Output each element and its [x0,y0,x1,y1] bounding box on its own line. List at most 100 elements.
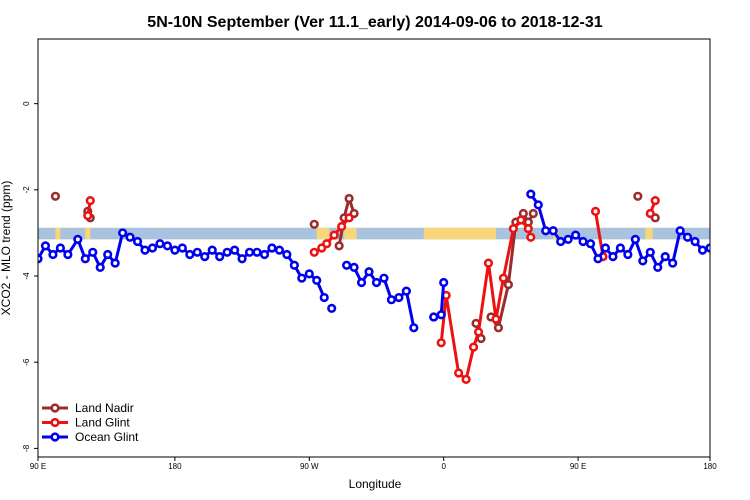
ocean-glint-point [319,292,329,303]
ocean-glint-point [177,243,187,253]
ocean-glint-point [608,252,618,262]
ocean-glint-point [327,303,337,313]
ocean-glint-point [162,241,173,251]
land-glint-point [523,224,533,234]
ocean-glint-point [394,292,404,303]
ocean-glint-point [80,254,90,264]
ocean-glint-point [533,200,543,210]
series-ocean-glint [38,189,721,333]
ocean-glint-point [690,236,700,247]
land-glint-point [473,327,484,337]
ocean-glint-point [222,247,232,257]
ocean-glint-point [356,277,367,288]
ocean-glint-point [237,254,247,264]
x-tick-label: 90 E [570,462,586,471]
y-tick-label: -8 [22,444,31,452]
land-glint-point [508,224,518,234]
band-land [55,227,61,240]
ocean-glint-point [252,247,262,257]
ocean-glint-point [660,252,670,262]
band-ocean [38,227,710,240]
ocean-glint-point [63,249,73,260]
ocean-glint-point [638,256,648,266]
legend-marker-land-nadir [50,403,60,413]
land-glint-point [329,230,339,240]
land-glint-point [526,232,536,242]
land-nadir-point [309,219,319,229]
land-glint-point [337,221,347,232]
land-glint-point [309,247,319,257]
ocean-glint-point [714,240,721,247]
band-land [423,227,496,240]
band-land [316,227,330,240]
y-axis-label: XCO2 - MLO trend (ppm) [0,181,13,316]
ocean-glint-line [439,281,446,317]
land-glint-point [498,273,509,283]
series-land-glint [83,195,660,385]
ocean-glint-point [95,262,105,272]
ocean-glint-point [615,243,626,253]
ocean-glint-point [274,245,285,255]
ocean-glint-point [103,249,113,260]
land-glint-point [516,215,526,225]
land-nadir-point [493,323,504,333]
ocean-glint-point [73,234,83,244]
ocean-glint-point [48,249,58,260]
land-glint-point [650,195,660,206]
ocean-glint-point [55,243,66,253]
ocean-glint-point [342,260,352,270]
ocean-glint-point [578,236,588,247]
ocean-glint-point [429,312,439,322]
ocean-glint-point [132,236,143,247]
land-glint-point [483,258,494,268]
ocean-glint-point [668,258,678,268]
x-tick-label: 90 E [30,462,46,471]
ocean-glint-point [155,239,165,249]
ocean-glint-point [289,260,299,270]
ocean-glint-point [623,249,633,260]
land-glint-point [436,338,446,348]
legend-label-land-nadir: Land Nadir [75,401,134,415]
land-nadir-point [528,208,538,219]
series-layer [38,189,721,385]
ocean-glint-point [312,275,322,285]
land-glint-point [85,195,95,206]
ocean-glint-point [364,267,374,277]
ocean-glint-point [541,226,551,236]
land-glint-point [645,208,655,219]
y-tick-label: -2 [22,186,31,194]
ocean-glint-point [140,245,150,255]
ocean-glint-point [401,286,411,296]
ocean-glint-point [386,295,397,305]
x-tick-label: 90 W [300,462,319,471]
ocean-glint-point [267,243,277,253]
ocean-glint-point [125,232,135,242]
x-tick-label: 180 [168,462,182,471]
y-tick-label: -4 [22,272,31,280]
band-land [344,227,357,240]
plot-frame [37,38,711,458]
y-tick-label: 0 [22,101,31,106]
ocean-glint-point [585,239,596,249]
land-glint-point [344,213,354,223]
land-nadir-point [633,191,643,201]
land-nadir-line [337,196,356,248]
ocean-glint-point [88,247,98,257]
ocean-glint-point [379,273,389,283]
ocean-glint-point [570,230,581,240]
ocean-glint-point [705,243,710,253]
x-tick-label: 180 [703,462,717,471]
land-nadir-point [503,280,514,290]
ocean-glint-point [244,247,255,257]
ocean-glint-point [682,232,693,242]
ocean-glint-point [563,234,573,244]
land-glint-point [454,368,464,378]
ocean-glint-line [345,263,416,330]
ocean-glint-point [675,226,685,236]
ocean-glint-point [110,258,120,268]
ocean-glint-point [230,245,240,255]
ocean-glint-point [548,226,558,236]
x-axis-label: Longitude [349,477,402,491]
legend-marker-land-glint [50,417,60,428]
